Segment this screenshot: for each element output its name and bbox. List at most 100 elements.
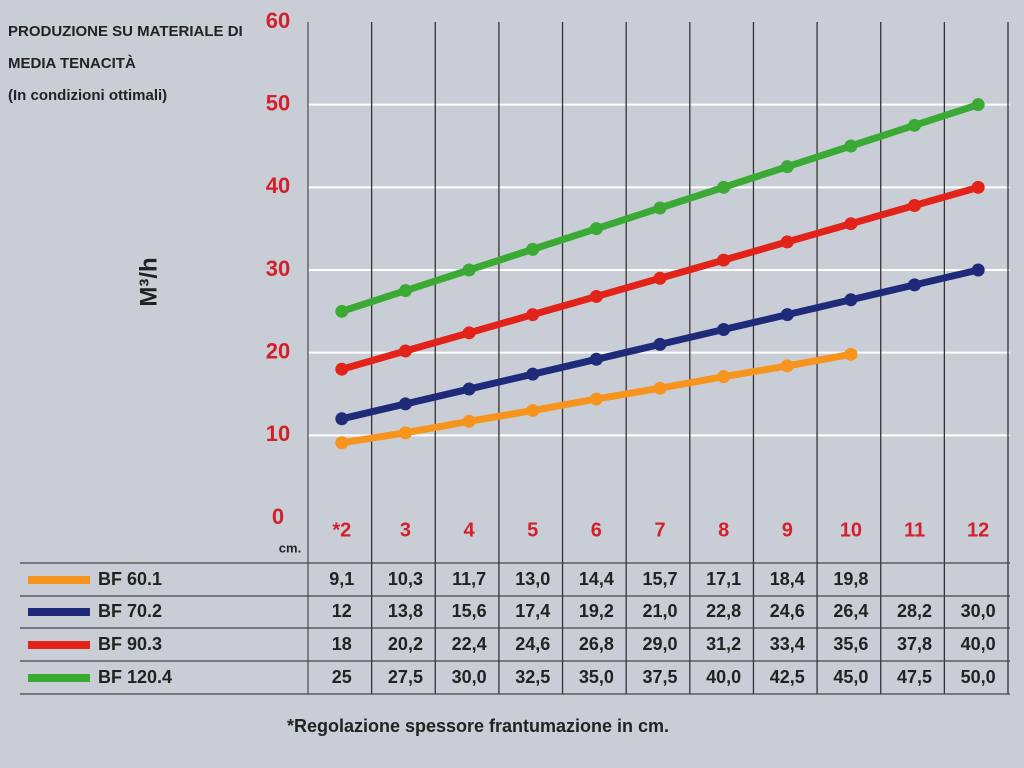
data-point <box>717 253 731 267</box>
data-point <box>971 98 985 112</box>
y-tick-label: 60 <box>266 8 290 33</box>
table-value: 18,4 <box>770 569 805 589</box>
table-value: 42,5 <box>770 667 805 687</box>
data-point <box>844 217 858 231</box>
table-value: 22,4 <box>452 634 487 654</box>
data-point <box>335 362 349 376</box>
y-tick-label: 30 <box>266 256 290 281</box>
data-point <box>335 436 349 450</box>
data-point <box>908 199 922 213</box>
data-point <box>398 344 412 358</box>
y-tick-label: 0 <box>272 504 284 529</box>
table-value: 10,3 <box>388 569 423 589</box>
table-value: 32,5 <box>515 667 550 687</box>
table-value: 12 <box>332 601 352 621</box>
data-point <box>526 367 540 381</box>
legend-label: BF 70.2 <box>98 601 162 621</box>
y-tick-label: 10 <box>266 421 290 446</box>
y-tick-label: 40 <box>266 173 290 198</box>
table-value: 14,4 <box>579 569 614 589</box>
table-value: 26,4 <box>833 601 868 621</box>
x-tick-label: 4 <box>464 519 476 541</box>
data-point <box>335 412 349 426</box>
data-point <box>589 352 603 366</box>
data-point <box>717 323 731 337</box>
table-value: 9,1 <box>329 569 354 589</box>
x-tick-label: 6 <box>591 519 602 541</box>
table-value: 15,6 <box>452 601 487 621</box>
data-point <box>398 284 412 298</box>
x-tick-label: 11 <box>904 519 925 541</box>
table-value: 27,5 <box>388 667 423 687</box>
x-tick-label: 3 <box>400 519 411 541</box>
data-point <box>462 382 476 396</box>
table-value: 37,8 <box>897 634 932 654</box>
title-line: PRODUZIONE SU MATERIALE DI <box>8 23 243 40</box>
data-point <box>717 370 731 384</box>
title-line: MEDIA TENACITÀ <box>8 55 136 72</box>
table-value: 45,0 <box>833 667 868 687</box>
table-value: 11,7 <box>452 569 486 589</box>
x-tick-label: 5 <box>527 519 538 541</box>
data-point <box>844 139 858 153</box>
table-value: 30,0 <box>452 667 487 687</box>
data-point <box>589 392 603 406</box>
table-value: 26,8 <box>579 634 614 654</box>
data-point <box>653 271 667 285</box>
x-tick-label: 12 <box>967 519 989 541</box>
data-point <box>971 263 985 277</box>
x-tick-label: 9 <box>782 519 793 541</box>
table-value: 24,6 <box>770 601 805 621</box>
table-value: 40,0 <box>706 667 741 687</box>
data-point <box>589 222 603 236</box>
data-point <box>526 404 540 418</box>
data-point <box>844 347 858 361</box>
table-value: 17,1 <box>706 569 741 589</box>
data-point <box>653 381 667 395</box>
table-value: 50,0 <box>961 667 996 687</box>
data-point <box>971 180 985 194</box>
data-point <box>780 160 794 174</box>
table-value: 19,2 <box>579 601 614 621</box>
data-point <box>780 308 794 322</box>
table-value: 47,5 <box>897 667 932 687</box>
footnote: *Regolazione spessore frantumazione in c… <box>287 716 669 736</box>
data-point <box>462 326 476 340</box>
data-point <box>526 242 540 256</box>
data-point <box>908 118 922 132</box>
data-point <box>844 293 858 307</box>
x-unit: cm. <box>279 540 301 555</box>
y-tick-label: 20 <box>266 338 290 363</box>
table-value: 24,6 <box>515 634 550 654</box>
table-value: 35,6 <box>833 634 868 654</box>
table-value: 15,7 <box>642 569 677 589</box>
table-value: 22,8 <box>706 601 741 621</box>
data-point <box>526 308 540 322</box>
table-value: 25 <box>332 667 352 687</box>
legend-label: BF 90.3 <box>98 634 162 654</box>
data-point <box>398 426 412 440</box>
legend-label: BF 60.1 <box>98 569 162 589</box>
data-point <box>462 263 476 277</box>
data-point <box>653 201 667 215</box>
y-axis-label: M³/h <box>135 257 162 306</box>
table-value: 19,8 <box>833 569 868 589</box>
data-point <box>398 397 412 411</box>
data-point <box>335 304 349 318</box>
x-tick-label: 10 <box>840 519 862 541</box>
table-value: 29,0 <box>642 634 677 654</box>
table-value: 28,2 <box>897 601 932 621</box>
table-value: 13,8 <box>388 601 423 621</box>
y-tick-label: 50 <box>266 90 290 115</box>
data-point <box>717 180 731 194</box>
table-value: 40,0 <box>961 634 996 654</box>
data-point <box>462 414 476 428</box>
table-value: 37,5 <box>642 667 677 687</box>
legend-label: BF 120.4 <box>98 667 172 687</box>
table-value: 33,4 <box>770 634 805 654</box>
table-value: 17,4 <box>515 601 550 621</box>
x-tick-label: 7 <box>654 519 665 541</box>
table-value: 31,2 <box>706 634 741 654</box>
